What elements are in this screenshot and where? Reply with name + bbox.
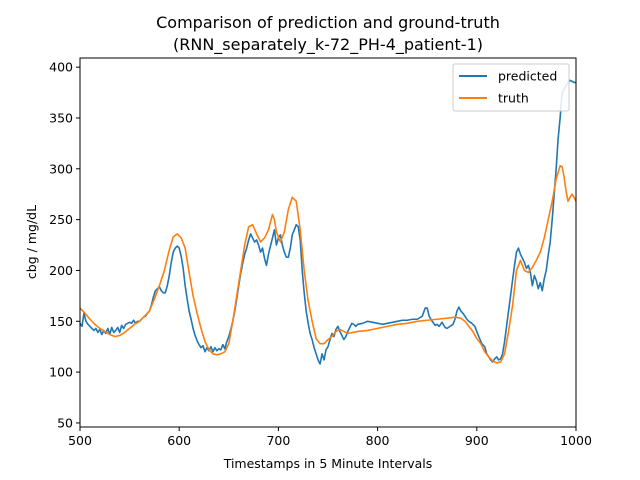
x-tick-label: 700 (266, 433, 290, 448)
y-tick-label: 50 (57, 415, 73, 430)
legend-label-truth: truth (498, 91, 529, 106)
plot-lines (79, 79, 577, 365)
y-tick-label: 200 (49, 263, 73, 278)
x-tick-label: 800 (366, 433, 390, 448)
y-tick-label: 400 (49, 60, 73, 75)
x-tick-label: 600 (167, 433, 191, 448)
x-axis-label: Timestamps in 5 Minute Intervals (223, 456, 433, 471)
chart-subtitle: (RNN_separately_k-72_PH-4_patient-1) (173, 35, 483, 55)
x-tick-label: 500 (68, 433, 92, 448)
y-axis-ticks: 50 100 150 200 250 300 350 400 (49, 60, 80, 430)
series-line-truth (79, 164, 577, 364)
y-tick-label: 100 (49, 365, 73, 380)
plot-frame (79, 57, 577, 428)
legend-label-predicted: predicted (498, 69, 557, 84)
x-tick-label: 1000 (560, 433, 592, 448)
y-tick-label: 300 (49, 161, 73, 176)
y-tick-label: 250 (49, 212, 73, 227)
x-axis-ticks: 500 600 700 800 900 1000 (68, 427, 592, 448)
y-tick-label: 150 (49, 314, 73, 329)
y-axis-label: cbg / mg/dL (24, 205, 39, 279)
x-tick-label: 900 (465, 433, 489, 448)
series-line-predicted (79, 79, 576, 365)
chart-title: Comparison of prediction and ground-trut… (156, 13, 500, 32)
y-tick-label: 350 (49, 110, 73, 125)
legend: predicted truth (452, 63, 570, 112)
